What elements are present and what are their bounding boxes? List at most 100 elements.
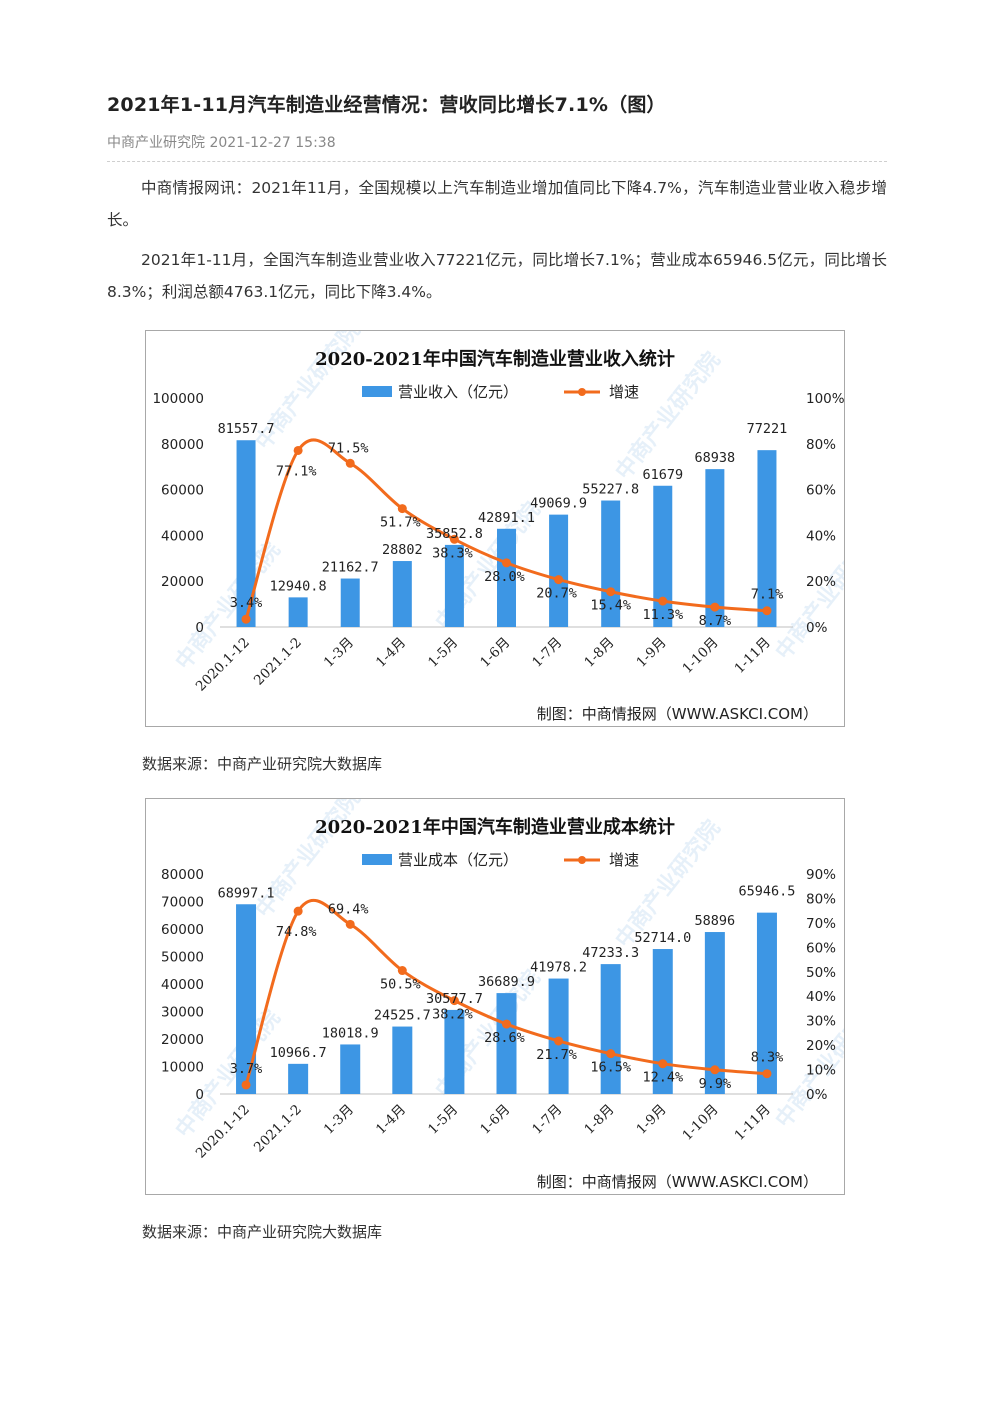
legend-line-marker (578, 856, 586, 864)
revenue-chart: 中商产业研究院 中商产业研究院 中商产业研究院 中商产业研究院 中商产业研究院 2020-… (145, 330, 845, 727)
bar-value-label: 58896 (695, 913, 736, 929)
category-label: 1-7月 (529, 635, 565, 671)
growth-point (397, 504, 407, 514)
right-tick-label: 50% (806, 965, 836, 981)
left-tick-label: 60000 (161, 483, 204, 499)
bar (600, 964, 621, 1094)
left-tick-label: 20000 (161, 574, 204, 590)
growth-value-labels: 3.7% 74.8% 69.4% 50.5% 38.2% 28.6% 21.7% 16.5% 1… (230, 901, 783, 1091)
category-label: 2021.1-2 (251, 635, 305, 689)
bar-value-label: 68938 (695, 450, 736, 466)
right-tick-label: 40% (806, 989, 836, 1005)
bar (340, 578, 360, 627)
category-label: 1-11月 (731, 1102, 773, 1144)
growth-point (710, 1065, 720, 1075)
growth-value-label: 77.1% (276, 463, 317, 479)
bar (601, 500, 621, 627)
category-label: 1-5月 (425, 1102, 461, 1138)
right-tick-label: 90% (806, 867, 836, 883)
chart-credit: 制图：中商情报网（WWW.ASKCI.COM） (537, 705, 818, 723)
bar-value-label: 30577.7 (426, 991, 483, 1007)
right-tick-label: 60% (806, 940, 836, 956)
growth-value-label: 38.3% (432, 545, 473, 561)
growth-point (293, 906, 303, 916)
legend-line-label: 增速 (609, 383, 639, 401)
growth-value-label: 28.6% (484, 1030, 525, 1046)
chart-title: 2020-2021年中国汽车制造业营业成本统计 (315, 816, 675, 838)
left-tick-label: 100000 (152, 391, 204, 407)
legend-line-label: 增速 (609, 851, 639, 869)
growth-value-label: 51.7% (380, 515, 421, 531)
right-tick-label: 30% (806, 1014, 836, 1030)
right-tick-label: 70% (806, 916, 836, 932)
bar-series (236, 440, 777, 627)
cost-chart-svg: 中商产业研究院中商产业研究院中商产业研究院中商产业研究院中商产业研究院2020-… (161, 799, 844, 1191)
bar-value-label: 24525.7 (374, 1008, 431, 1024)
growth-value-label: 50.5% (380, 977, 421, 993)
growth-point (502, 1019, 511, 1029)
right-tick-label: 60% (806, 483, 836, 499)
article: 2021年1-11月汽车制造业经营情况：营收同比增长7.1%（图） 中商产业研究… (107, 88, 887, 308)
growth-points (241, 906, 772, 1090)
growth-point (658, 596, 668, 606)
growth-value-label: 7.1% (751, 587, 784, 603)
right-tick-label: 80% (806, 891, 836, 907)
left-tick-label: 60000 (161, 922, 204, 938)
bar-series (236, 904, 777, 1094)
bar (756, 912, 777, 1094)
category-label: 1-8月 (581, 1102, 617, 1138)
bar-value-label: 35852.8 (426, 526, 483, 542)
bar (236, 440, 256, 627)
category-label: 1-9月 (633, 1102, 669, 1138)
bar (705, 469, 725, 627)
bar (497, 528, 516, 627)
right-tick-label: 80% (806, 437, 836, 453)
left-tick-label: 10000 (161, 1060, 204, 1076)
right-tick-label: 40% (806, 528, 836, 544)
bar-value-label: 49069.9 (530, 496, 587, 512)
category-label: 1-3月 (321, 1102, 357, 1138)
bar (757, 450, 777, 627)
chart-legend: 营业成本（亿元） 增速 (362, 851, 639, 869)
legend-line-marker (578, 388, 586, 396)
bar (288, 597, 308, 627)
growth-value-label: 8.3% (751, 1050, 784, 1066)
bar (392, 1026, 413, 1094)
growth-point (606, 587, 616, 597)
bar-value-label: 28802 (382, 542, 423, 558)
legend-bar-label: 营业收入（亿元） (398, 383, 518, 401)
growth-point (397, 966, 407, 976)
data-source-2: 数据来源：中商产业研究院大数据库 (142, 1223, 383, 1241)
growth-point (762, 606, 772, 616)
bar-value-label: 47233.3 (582, 945, 639, 961)
chart-credit: 制图：中商情报网（WWW.ASKCI.COM） (537, 1173, 818, 1191)
growth-point (449, 534, 459, 544)
bar-value-labels: 81557.7 12940.8 21162.72880235852.842891.1… (218, 421, 788, 594)
category-label: 1-7月 (529, 1102, 565, 1138)
left-tick-label: 30000 (161, 1005, 204, 1021)
bar-value-label: 36689.9 (478, 974, 535, 990)
bar-value-label: 10966.7 (270, 1045, 327, 1061)
left-tick-label: 0 (195, 620, 204, 636)
growth-point (345, 458, 355, 468)
growth-point (293, 445, 303, 455)
bar-value-label: 61679 (642, 467, 683, 483)
growth-value-label: 20.7% (536, 586, 577, 602)
category-label: 2021.1-2 (251, 1102, 305, 1156)
legend-bar-swatch (362, 854, 392, 865)
right-tick-label: 20% (806, 574, 836, 590)
right-tick-label: 20% (806, 1038, 836, 1054)
bar-value-label: 55227.8 (582, 482, 639, 498)
category-label: 1-6月 (477, 635, 513, 671)
category-label: 1-6月 (477, 1102, 513, 1138)
growth-value-label: 28.0% (484, 569, 525, 585)
legend-bar-swatch (362, 386, 392, 397)
growth-value-label: 71.5% (328, 440, 369, 456)
category-label: 1-10月 (679, 635, 721, 677)
chart-legend: 营业收入（亿元） 增速 (362, 383, 639, 401)
left-tick-label: 0 (195, 1087, 204, 1103)
right-tick-label: 100% (806, 391, 844, 407)
bar-value-label: 65946.5 (739, 884, 796, 900)
bar-value-label: 12940.8 (270, 578, 327, 594)
bar (444, 1009, 465, 1094)
